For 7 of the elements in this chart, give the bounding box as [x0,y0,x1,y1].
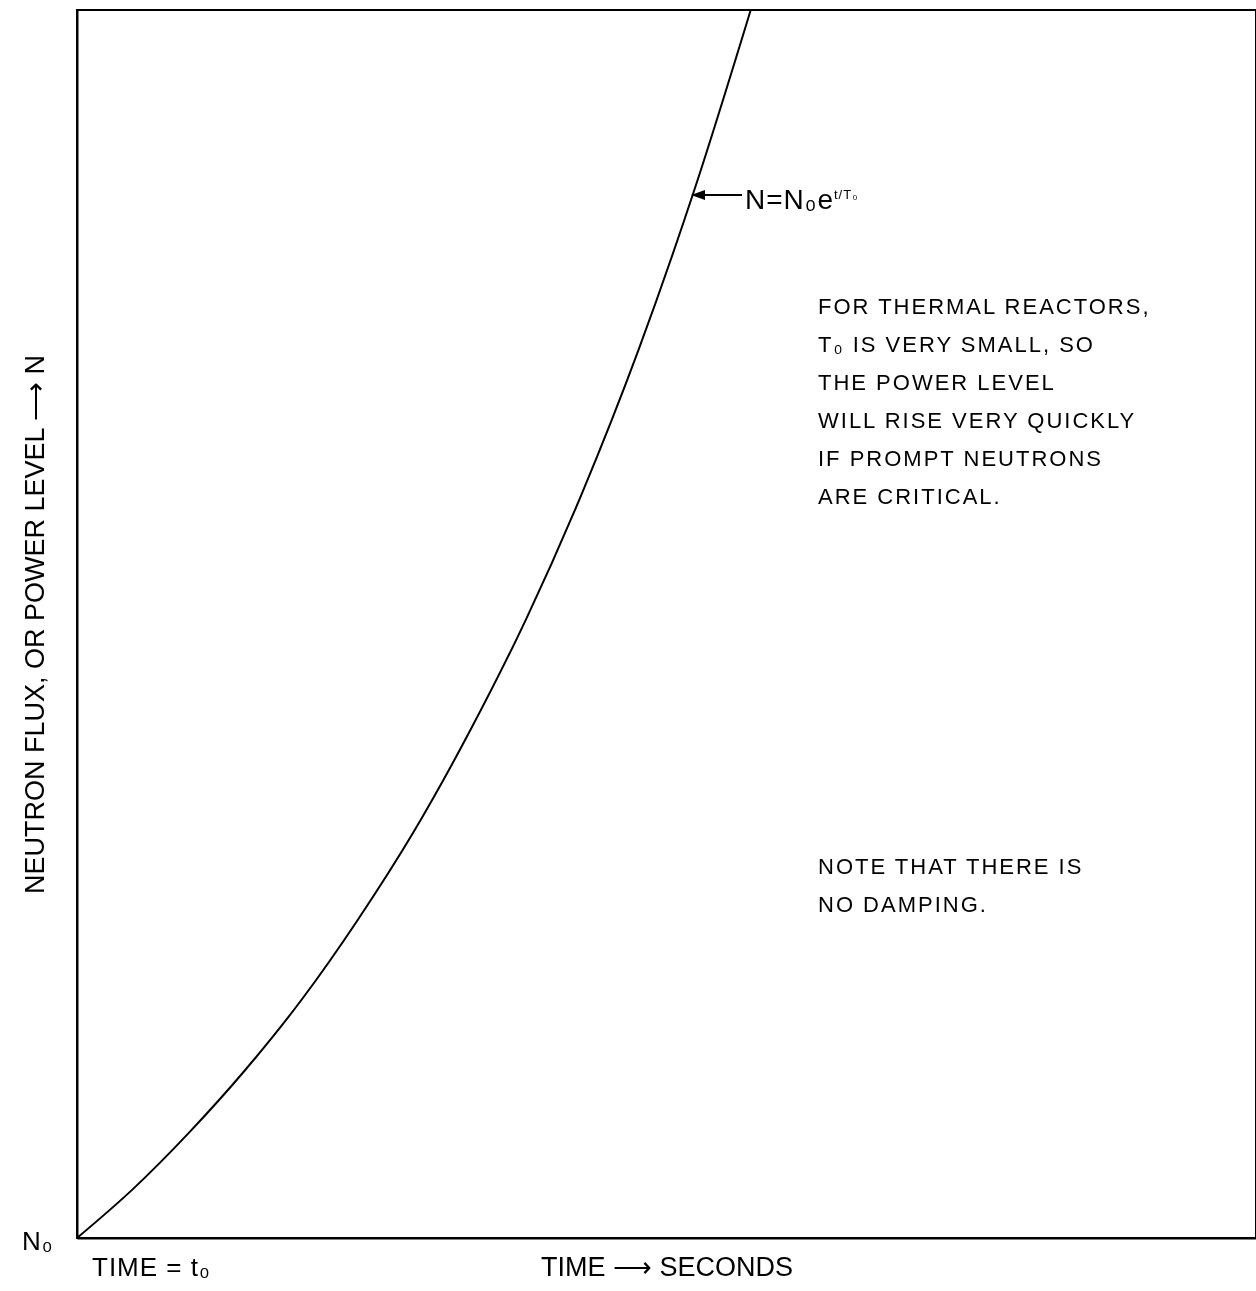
x-axis-title: TIME ⟶ SECONDS [540,1251,794,1282]
annotation: NOTE THAT THERE IS NO DAMPING. [818,853,1084,919]
y-axis-title: NEUTRON FLUX, OR POWER LEVEL ⟶ N [19,354,50,895]
text: N₀ [22,1225,54,1258]
text: TIME = t₀ [92,1251,211,1284]
annotation: N=N₀e$^{t/T₀}$ [745,183,859,218]
annotation: FOR THERMAL REACTORS, T₀ IS VERY SMALL, SO THE POWER LEVEL WILL RISE VERY QUICKLY IF PROMPT NEUTRONS ARE CRITICAL. [818,293,1151,511]
